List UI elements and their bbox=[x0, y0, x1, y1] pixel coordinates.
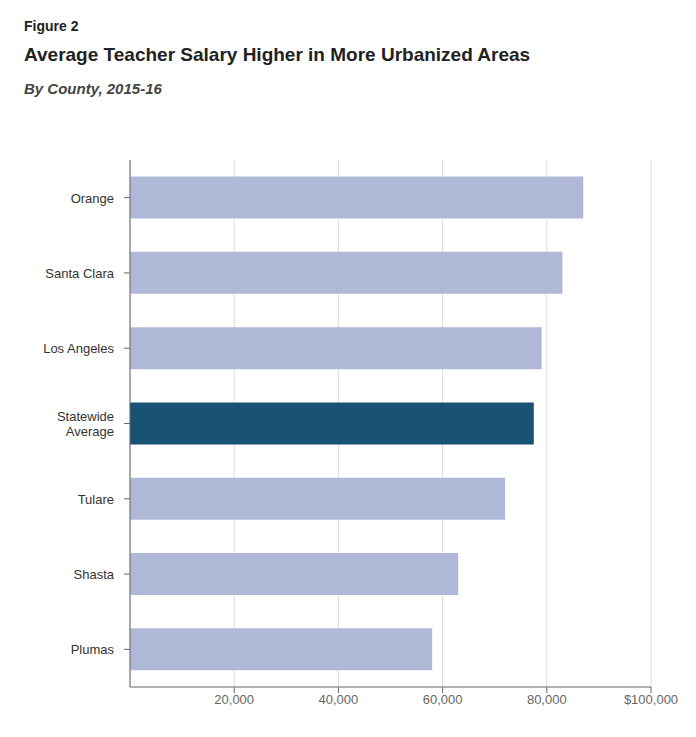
html-text:Figure 2: Figure 2 bbox=[24, 18, 79, 34]
svg-text:Los Angeles: Los Angeles bbox=[43, 341, 114, 356]
svg-text:60,000: 60,000 bbox=[423, 692, 463, 707]
svg-text:Santa Clara: Santa Clara bbox=[45, 265, 114, 280]
svg-text:Orange: Orange bbox=[71, 190, 114, 205]
svg-text:20,000: 20,000 bbox=[214, 692, 254, 707]
svg-text:$100,000: $100,000 bbox=[624, 692, 678, 707]
html-text:By County, 2015-16: By County, 2015-16 bbox=[24, 80, 162, 97]
svg-text:StatewideAverage: StatewideAverage bbox=[57, 409, 114, 439]
svg-text:80,000: 80,000 bbox=[527, 692, 567, 707]
html-text:Average Teacher Salary Higher: Average Teacher Salary Higher in More Ur… bbox=[24, 44, 531, 65]
svg-text:Shasta: Shasta bbox=[74, 567, 115, 582]
svg-text:40,000: 40,000 bbox=[319, 692, 359, 707]
svg-text:Plumas: Plumas bbox=[71, 642, 115, 657]
svg-text:Tulare: Tulare bbox=[78, 491, 114, 506]
